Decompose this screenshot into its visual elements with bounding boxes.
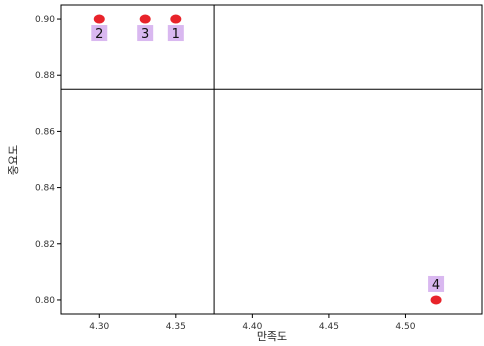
- x-tick-label: 4.40: [242, 322, 262, 332]
- point-label-bg: [91, 25, 108, 42]
- y-tick-label: 0.86: [35, 127, 55, 137]
- point-label-bg: [137, 25, 154, 42]
- data-point-2: [93, 14, 105, 24]
- data-point-4: [430, 295, 442, 305]
- x-tick-label: 4.35: [166, 322, 186, 332]
- point-label: 2: [95, 27, 103, 42]
- y-axis-title: 중요도: [7, 145, 20, 175]
- y-tick-label: 0.80: [35, 296, 55, 306]
- point-label-bg: [428, 275, 445, 292]
- point-label-bg: [167, 25, 184, 42]
- x-tick-label: 4.30: [89, 322, 109, 332]
- data-points: 1 2 3 4: [91, 14, 445, 305]
- y-axis: 0.80 0.82 0.84 0.86 0.88 0.90: [35, 15, 61, 306]
- point-label: 4: [432, 278, 440, 293]
- x-axis-title: 만족도: [257, 330, 287, 343]
- y-tick-label: 0.90: [35, 15, 55, 25]
- y-tick-label: 0.88: [35, 71, 55, 81]
- data-point-1: [170, 14, 182, 24]
- data-point-3: [139, 14, 151, 24]
- y-tick-label: 0.84: [35, 184, 55, 194]
- y-tick-label: 0.82: [35, 240, 55, 250]
- x-axis: 4.30 4.35 4.40 4.45 4.50: [89, 314, 416, 332]
- plot-frame: [60, 4, 483, 315]
- point-label: 1: [172, 27, 180, 42]
- point-label: 3: [141, 27, 149, 42]
- x-tick-label: 4.45: [319, 322, 339, 332]
- x-tick-label: 4.50: [395, 322, 415, 332]
- reference-lines: [61, 5, 482, 314]
